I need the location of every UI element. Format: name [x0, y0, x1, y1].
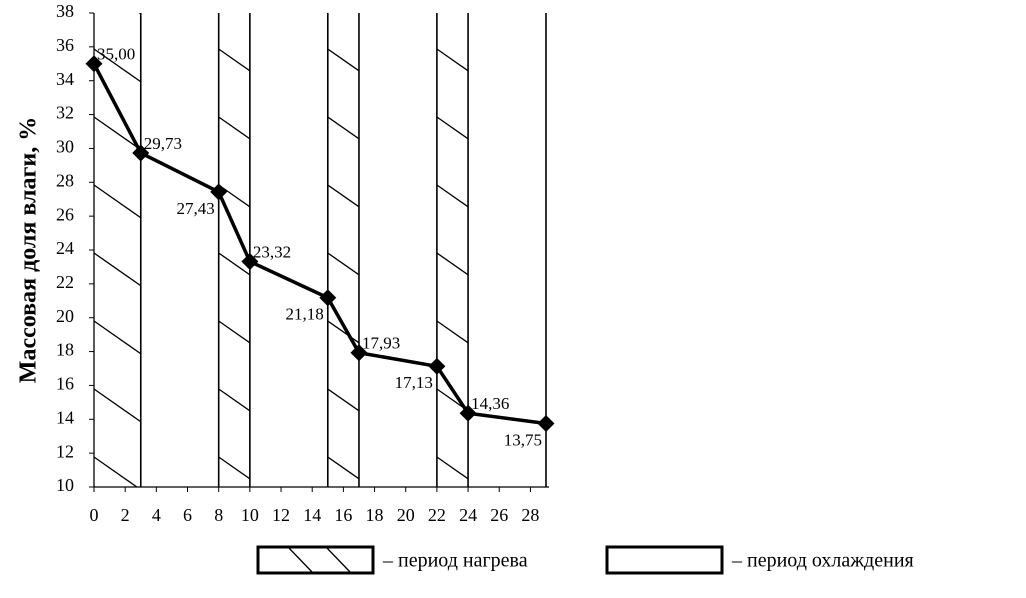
data-point	[428, 357, 446, 375]
x-tick-label: 26	[490, 505, 508, 525]
data-label: 14,36	[471, 394, 509, 413]
heating-period	[328, 13, 359, 487]
heating-period	[94, 13, 141, 487]
data-point	[350, 344, 368, 362]
x-tick-label: 16	[334, 505, 352, 525]
data-line	[92, 62, 547, 426]
data-label: 23,32	[253, 242, 291, 261]
hatch-line	[436, 456, 469, 480]
hatch-line	[436, 48, 469, 72]
y-axis-label: Массовая доля влаги, %	[16, 117, 42, 383]
y-tick-label: 22	[56, 272, 74, 292]
hatch	[94, 13, 141, 487]
hatch-line	[327, 388, 359, 412]
data-point	[537, 415, 555, 433]
legend-swatch	[605, 545, 724, 575]
legend-swatch	[256, 545, 375, 575]
legend-label: – период охлаждения	[731, 550, 914, 572]
hatch-line	[287, 546, 314, 574]
x-tick-label: 20	[397, 505, 415, 525]
hatch-line	[327, 252, 359, 276]
y-tick-label: 10	[56, 475, 74, 495]
x-tick-label: 2	[121, 505, 130, 525]
hatch-line	[218, 48, 250, 72]
y-tick-label: 28	[56, 170, 74, 190]
hatch-line	[138, 13, 141, 15]
data-label: 35,00	[97, 45, 135, 64]
data-point	[459, 404, 477, 422]
hatch-line	[218, 184, 250, 208]
legend-label: – период нагрева	[382, 550, 528, 572]
y-tick-label: 24	[56, 238, 74, 258]
x-tick-label: 0	[90, 505, 99, 525]
x-tick-label: 24	[459, 505, 477, 525]
x-tick-label: 6	[183, 505, 192, 525]
data-label: 27,43	[176, 199, 214, 218]
hatch	[327, 0, 359, 480]
hatch-line	[327, 184, 359, 208]
hatch-line	[327, 48, 359, 72]
hatch-line	[94, 184, 141, 219]
x-tick-label: 12	[272, 505, 290, 525]
hatch-line	[94, 388, 141, 423]
x-tick-label: 8	[214, 505, 223, 525]
y-tick-label: 30	[56, 137, 74, 157]
data-label: 21,18	[286, 305, 324, 324]
legend-item: – период нагрева	[256, 545, 528, 575]
data-point	[132, 144, 150, 162]
hatch-line	[436, 252, 469, 276]
hatch-line	[94, 48, 141, 83]
hatch-line	[436, 320, 469, 344]
hatch-line	[327, 116, 359, 140]
legend-item: – период охлаждения	[605, 545, 914, 575]
hatch-line	[219, 0, 250, 3]
hatch-line	[94, 320, 141, 355]
hatch-line	[328, 0, 359, 3]
hatch-line	[325, 546, 352, 574]
hatch	[436, 0, 469, 480]
hatch-line	[327, 320, 359, 344]
hatch-line	[436, 184, 469, 208]
hatch-group	[94, 0, 469, 487]
hatch-line	[218, 388, 250, 412]
data-point	[210, 183, 228, 201]
hatch-line	[94, 456, 138, 487]
hatch-line	[218, 252, 250, 276]
data-label: 29,73	[144, 134, 182, 153]
y-tick-label: 26	[56, 204, 74, 224]
y-tick-label: 36	[56, 35, 74, 55]
hatch-line	[94, 116, 141, 151]
y-tick-label: 34	[56, 69, 74, 89]
data-point	[319, 289, 337, 307]
y-tick-label: 16	[56, 374, 74, 394]
x-tick-label: 18	[366, 505, 384, 525]
y-tick-label: 12	[56, 441, 74, 461]
hatch-line	[327, 456, 359, 480]
y-tick-label: 14	[56, 407, 74, 427]
y-tick-label: 20	[56, 306, 74, 326]
hatch-line	[218, 320, 250, 344]
y-tick-label: 32	[56, 103, 74, 123]
x-tick-label: 10	[241, 505, 259, 525]
hatch-line	[94, 252, 141, 287]
data-label: 13,75	[504, 430, 542, 449]
data-point	[241, 253, 259, 270]
x-tick-label: 22	[428, 505, 446, 525]
data-label: 17,13	[395, 373, 433, 392]
data-point	[85, 55, 103, 73]
hatch-line	[218, 456, 250, 480]
hatch-line	[436, 116, 469, 140]
hatch-line	[218, 116, 250, 140]
x-tick-label: 14	[303, 505, 321, 525]
y-tick-label: 18	[56, 340, 74, 360]
y-tick-label: 38	[56, 1, 74, 21]
hatch-line	[437, 0, 468, 3]
data-label: 17,93	[362, 334, 400, 353]
hatch	[218, 0, 250, 480]
x-tick-label: 4	[152, 505, 161, 525]
x-tick-label: 28	[521, 505, 539, 525]
